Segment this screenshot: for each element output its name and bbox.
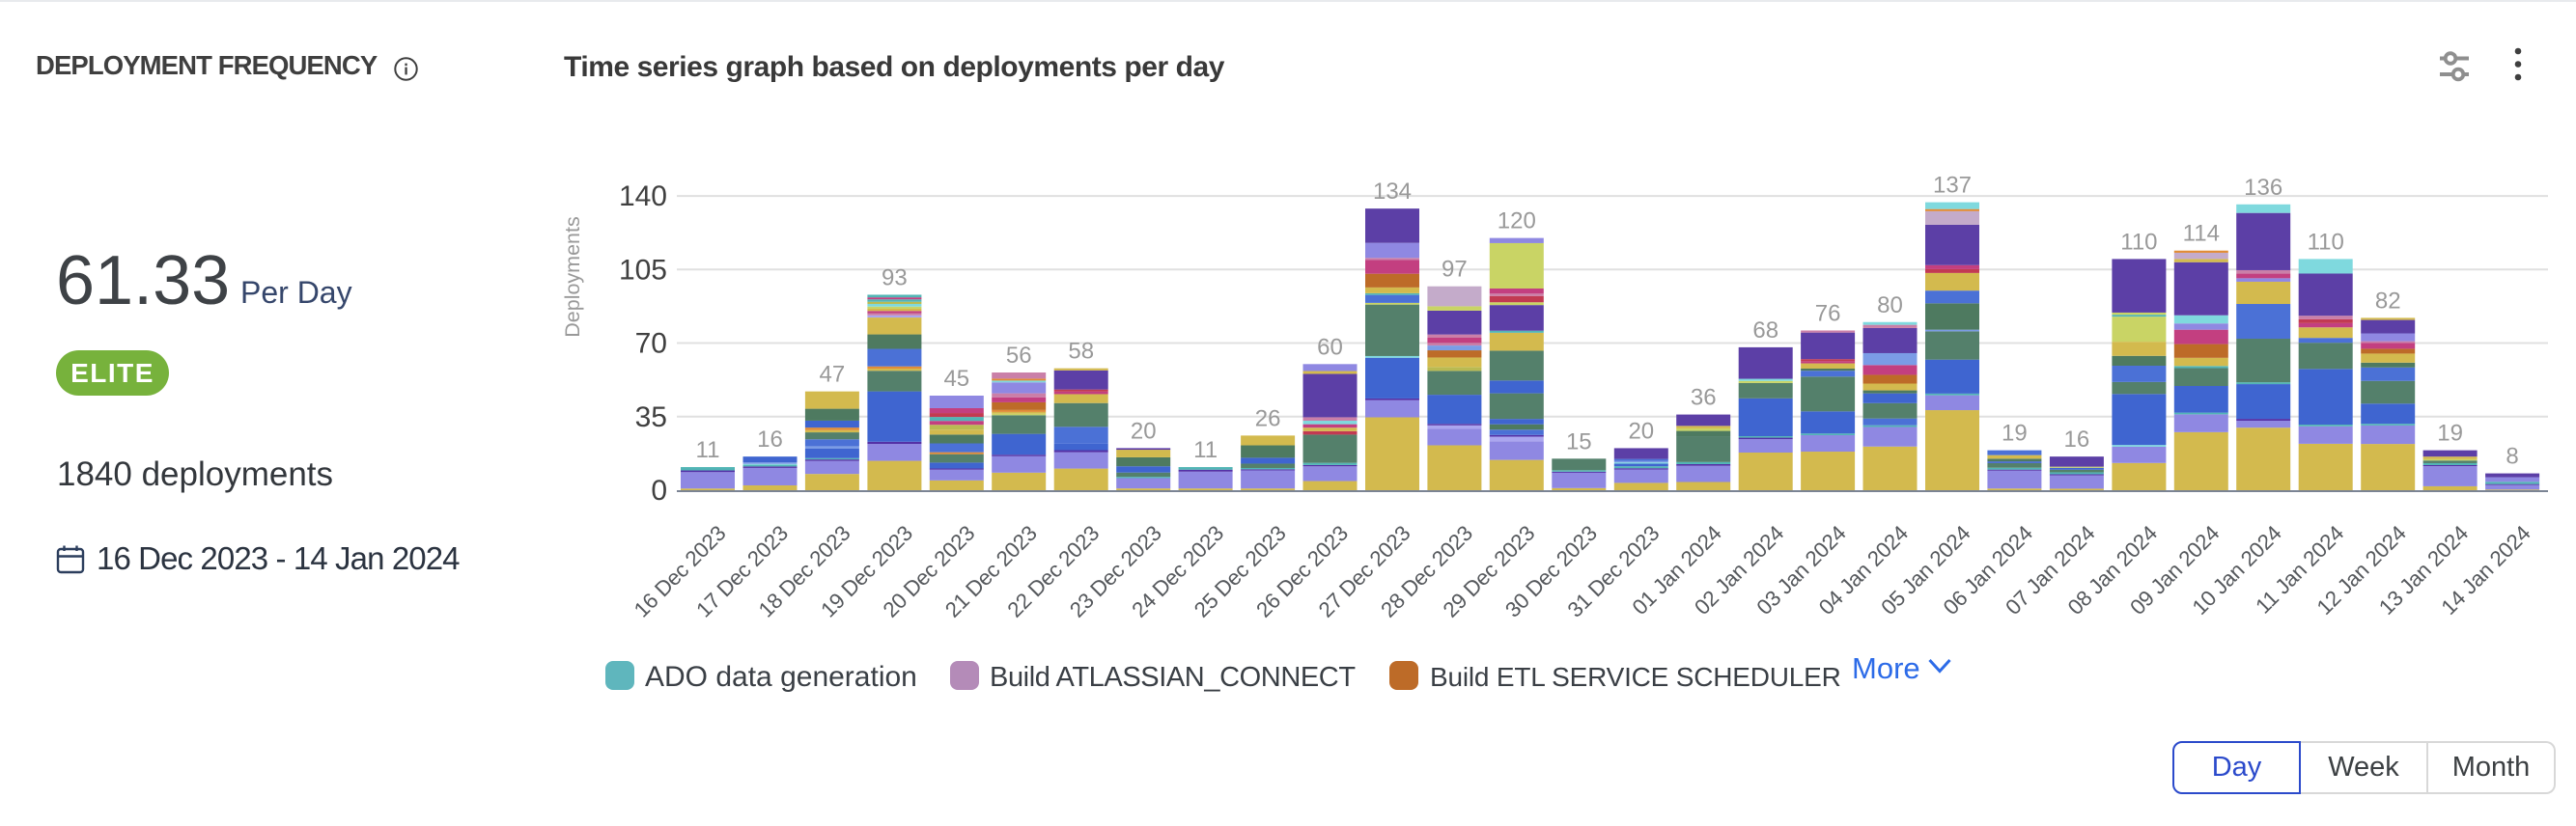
svg-text:68: 68 <box>1752 317 1778 344</box>
svg-text:47: 47 <box>820 362 846 388</box>
svg-text:134: 134 <box>1373 179 1412 205</box>
svg-text:93: 93 <box>882 264 908 290</box>
svg-text:120: 120 <box>1498 208 1536 234</box>
svg-text:36: 36 <box>1691 385 1717 411</box>
svg-text:70: 70 <box>635 328 667 360</box>
svg-text:11: 11 <box>1193 437 1218 463</box>
svg-text:20: 20 <box>1628 418 1654 444</box>
svg-text:35: 35 <box>635 401 667 433</box>
svg-text:140: 140 <box>619 180 667 212</box>
svg-text:0: 0 <box>651 475 667 507</box>
svg-text:97: 97 <box>1442 257 1468 283</box>
svg-text:Deployments: Deployments <box>561 216 584 337</box>
svg-text:110: 110 <box>2308 229 2344 255</box>
svg-text:110: 110 <box>2120 229 2157 255</box>
svg-text:136: 136 <box>2244 175 2282 201</box>
svg-text:45: 45 <box>943 366 969 392</box>
svg-text:20: 20 <box>1131 418 1157 444</box>
svg-text:19: 19 <box>2002 421 2028 447</box>
svg-text:114: 114 <box>2183 221 2220 247</box>
svg-text:16: 16 <box>2064 427 2090 453</box>
svg-text:26: 26 <box>1255 405 1281 431</box>
svg-text:105: 105 <box>619 254 667 286</box>
svg-text:76: 76 <box>1815 301 1841 327</box>
svg-text:16: 16 <box>757 427 783 453</box>
svg-text:80: 80 <box>1877 292 1903 318</box>
svg-text:58: 58 <box>1068 339 1094 365</box>
svg-text:15: 15 <box>1566 428 1592 454</box>
svg-text:137: 137 <box>1933 173 1972 199</box>
svg-text:11: 11 <box>696 437 720 463</box>
svg-text:19: 19 <box>2437 421 2463 447</box>
svg-text:56: 56 <box>1006 343 1032 369</box>
svg-text:82: 82 <box>2375 288 2401 314</box>
svg-text:60: 60 <box>1317 334 1343 360</box>
svg-text:8: 8 <box>2506 444 2518 470</box>
